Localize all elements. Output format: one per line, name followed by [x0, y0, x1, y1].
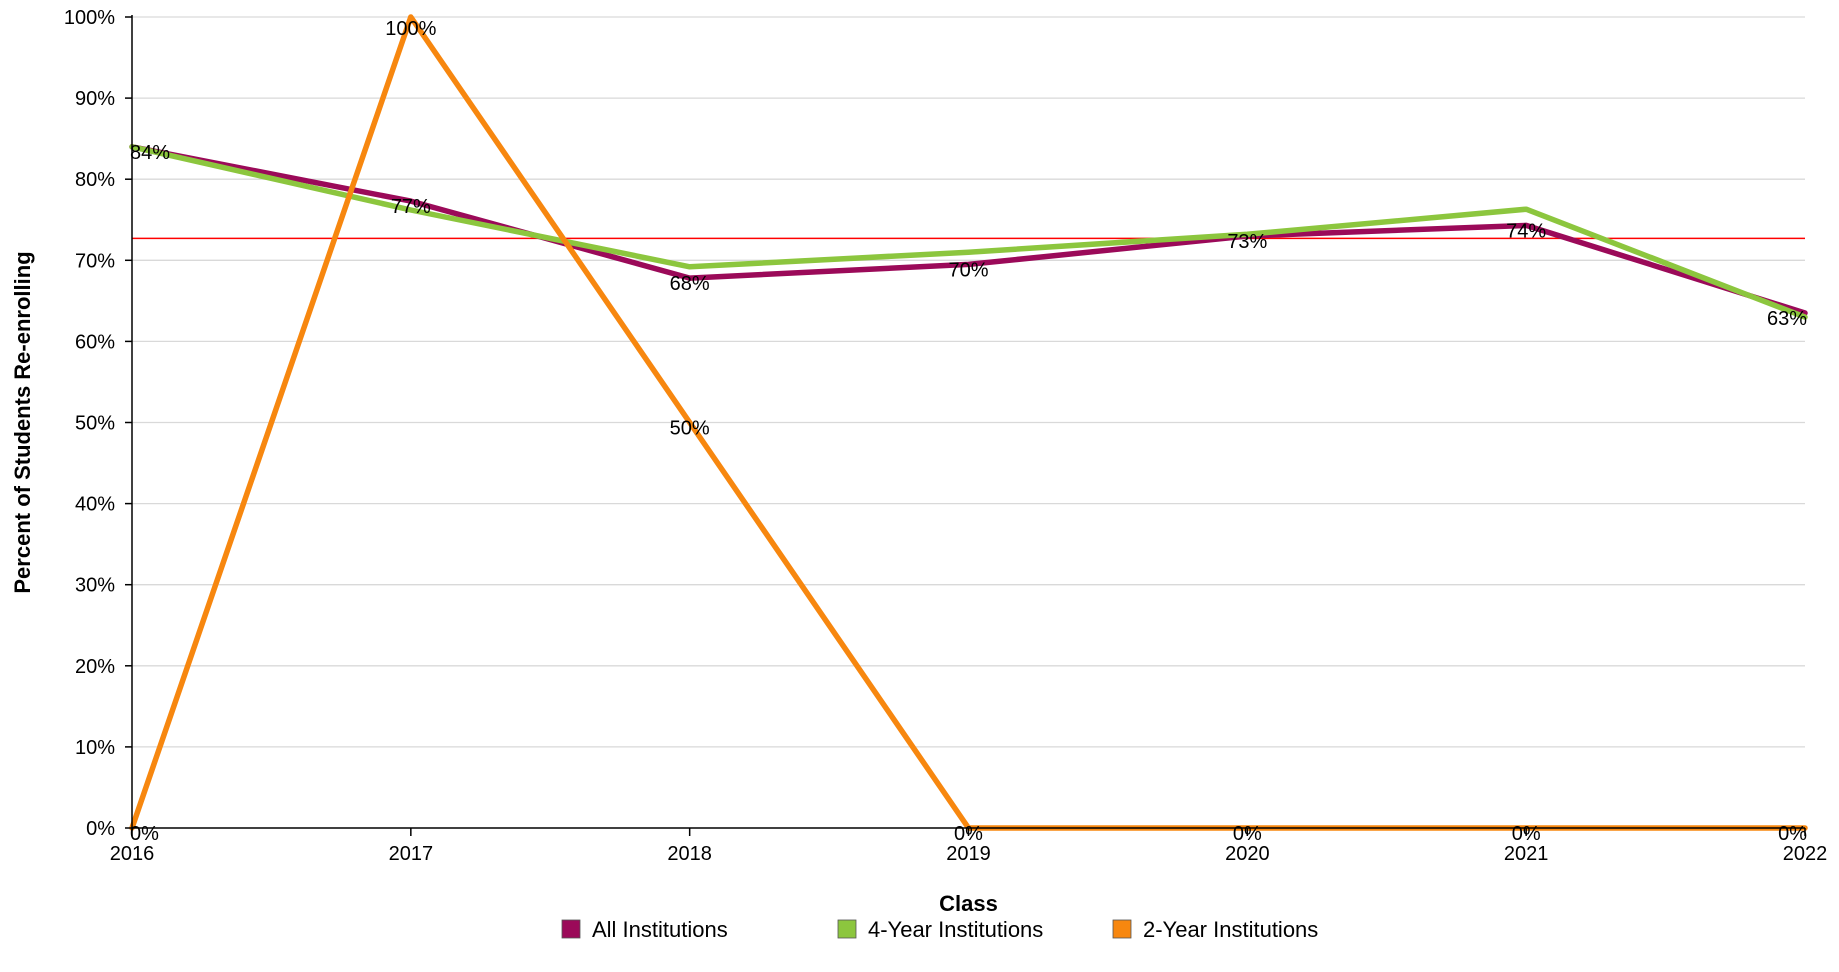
legend-swatch-1: [837, 919, 857, 939]
x-tick-label: 2022: [1783, 843, 1828, 865]
data-label: 0%: [1778, 823, 1807, 845]
tick-labels: 0% 10% 20% 30% 40% 50% 60% 70% 80% 90% 100% 2016 201…: [64, 7, 1827, 865]
x-tick-label: 2020: [1225, 843, 1270, 865]
legend-label-1: 4-Year Institutions: [868, 917, 1043, 942]
data-label: 0%: [1233, 823, 1262, 845]
grid-lines: [132, 16, 1805, 748]
data-label: 0%: [130, 823, 159, 845]
data-label: 74%: [1506, 220, 1546, 242]
x-tick-label: 2018: [667, 843, 712, 865]
data-labels: 84% 77% 68% 70% 73% 74% 63% 0% 100% 50% 0% 0% 0% 0%: [130, 18, 1807, 845]
axes: [125, 15, 1806, 836]
data-label: 70%: [948, 259, 988, 281]
legend-label-0: All Institutions: [592, 917, 728, 942]
data-label: 84%: [130, 142, 170, 164]
data-label: 100%: [385, 18, 436, 40]
legend-swatch-2: [1112, 919, 1132, 939]
x-tick-label: 2016: [110, 843, 155, 865]
y-tick-label: 70%: [75, 250, 115, 272]
y-tick-label: 80%: [75, 169, 115, 191]
data-label: 77%: [391, 196, 431, 218]
data-label: 0%: [1512, 823, 1541, 845]
y-tick-label: 60%: [75, 331, 115, 353]
legend-label-2: 2-Year Institutions: [1143, 917, 1318, 942]
y-tick-label: 90%: [75, 88, 115, 110]
series-line-0: [129, 144, 1808, 316]
data-label: 68%: [670, 273, 710, 295]
y-tick-label: 20%: [75, 656, 115, 678]
legend: All Institutions 4-Year Institutions 2-Yea…: [561, 917, 1318, 942]
legend-swatch-0: [561, 919, 581, 939]
x-axis-title: Class: [939, 891, 998, 916]
y-tick-label: 50%: [75, 413, 115, 435]
x-tick-label: 2019: [946, 843, 991, 865]
series-line-1: [129, 144, 1808, 320]
data-label: 50%: [670, 418, 710, 440]
y-tick-label: 0%: [86, 818, 115, 840]
data-label: 63%: [1767, 308, 1807, 330]
x-tick-label: 2017: [389, 843, 434, 865]
y-tick-label: 40%: [75, 494, 115, 516]
data-label: 73%: [1227, 231, 1267, 253]
data-label: 0%: [954, 823, 983, 845]
x-tick-label: 2021: [1504, 843, 1549, 865]
y-tick-label: 10%: [75, 737, 115, 759]
y-axis-title: Percent of Students Re-enrolling: [10, 251, 35, 593]
y-tick-label: 100%: [64, 7, 115, 29]
y-tick-label: 30%: [75, 575, 115, 597]
